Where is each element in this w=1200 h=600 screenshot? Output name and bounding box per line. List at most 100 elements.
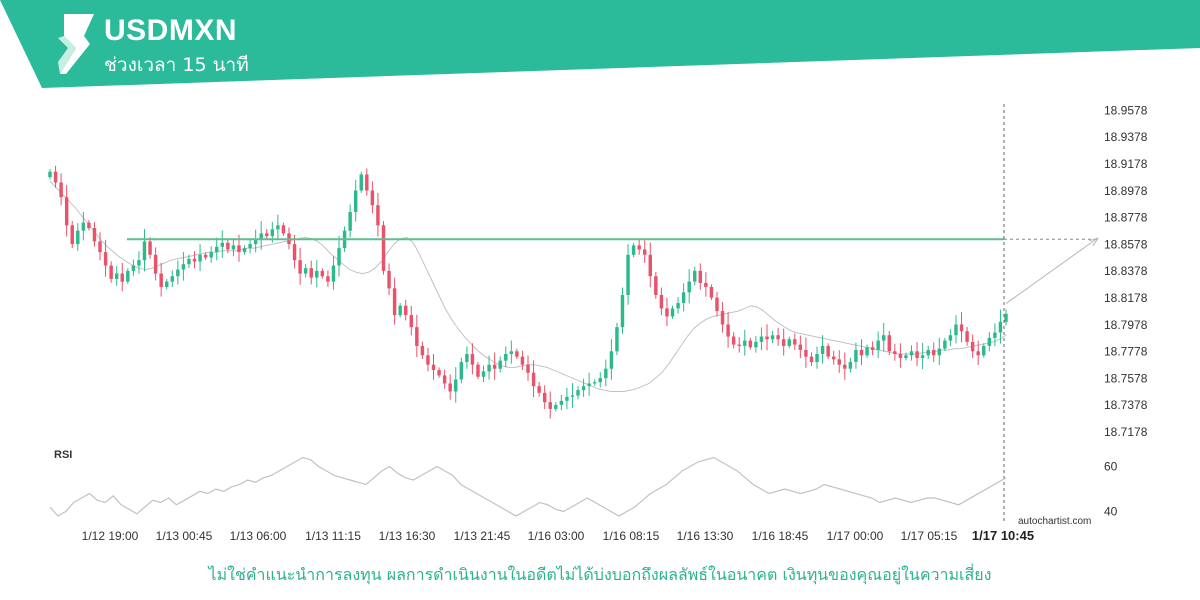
candle-body [537,386,541,393]
candle-body [148,241,152,255]
candle-body [120,273,124,282]
candle-body [987,337,992,346]
candle-body [820,345,825,354]
candle-body [620,295,625,328]
candle-body [359,174,363,191]
candle-body [226,242,230,250]
candle-body [454,379,458,392]
candle-body [526,364,530,373]
candle-body [64,197,69,226]
candle-body [437,370,441,376]
candle-body [704,282,708,287]
price-tick-label: 18.9178 [1104,157,1148,171]
candle-body [270,229,275,237]
candle-body [92,228,97,242]
candle-body [98,241,102,253]
candle-body [759,336,764,342]
candle-body [670,308,675,317]
candle-body [681,292,686,304]
candle-body [48,171,52,178]
rsi-panel: RSI 60 40 [49,449,1118,519]
candle-body [954,324,958,336]
rsi-title: RSI [54,449,72,461]
price-tick-label: 18.9378 [1104,130,1148,144]
candle-body [59,182,63,198]
candle-body [865,347,869,356]
projection-line [1005,238,1097,304]
candle-body [804,349,808,357]
price-tick-label: 18.7378 [1104,398,1148,412]
candle-body [926,349,930,356]
candle-body [693,270,697,282]
candle-body [259,233,263,239]
candle-body [915,351,919,358]
candle-body [826,345,830,357]
candle-body [242,248,247,253]
candle-body [909,351,914,356]
candle-body [465,353,469,363]
candle-body [109,265,113,279]
candle-body [976,351,980,356]
candle-body [743,340,747,346]
candle-body [409,315,414,328]
candle-body [281,225,286,234]
candle-body [481,371,486,377]
candle-body [937,348,942,356]
candle-body [70,225,74,245]
candle-body [559,400,564,405]
price-tick-label: 18.8178 [1104,291,1148,305]
candle-body [748,340,753,348]
candle-body [76,230,80,245]
rsi-level-label: 40 [1104,505,1118,519]
price-tick-label: 18.8578 [1104,237,1148,251]
candle-body [442,375,447,384]
candle-body [376,205,380,226]
candle-body [187,258,191,265]
candle-body [581,386,586,391]
candle-body [676,303,680,309]
candle-body [215,246,219,253]
candle-body [859,349,864,356]
candle-body [315,270,319,278]
candle-body [881,335,886,341]
candle-body [131,265,136,271]
candle-body [387,270,391,289]
interval-subtitle: ช่วงเวลา 15 นาที [104,54,249,76]
candle-body [654,276,658,296]
autochartist-logo-icon [58,14,94,74]
candle-body [326,276,330,282]
candle-body [515,351,519,357]
candle-body [103,252,108,266]
candle-body [998,321,1003,333]
candle-body [298,260,302,274]
candle-body [554,404,558,409]
candle-body [203,254,208,258]
candle-body [192,258,197,262]
candle-body [904,355,908,358]
price-axis: 18.9578 18.9378 18.9178 18.8978 18.8778 18.85… [1104,103,1148,439]
candle-body [642,249,647,255]
candle-body [648,254,653,277]
candle-body [604,368,608,379]
candle-body [737,344,741,346]
rsi-level-label: 60 [1104,460,1118,474]
candle-body [631,245,636,255]
candle-body [659,295,664,309]
candle-body [698,270,703,283]
candle-body [331,265,336,282]
time-tick-label: 1/17 05:15 [901,529,958,543]
candle-body [531,372,536,387]
candle-body [53,171,58,183]
price-tick-label: 18.7178 [1104,425,1148,439]
candle-body [176,269,180,277]
candle-body [520,356,525,365]
candle-body [265,233,269,237]
candle-body [320,270,325,277]
candle-body [476,364,480,377]
candle-body [426,355,430,365]
header-banner [0,0,1200,88]
candle-body [854,349,858,363]
candle-body [776,335,780,340]
candle-body [626,254,630,296]
candle-body [587,383,591,387]
